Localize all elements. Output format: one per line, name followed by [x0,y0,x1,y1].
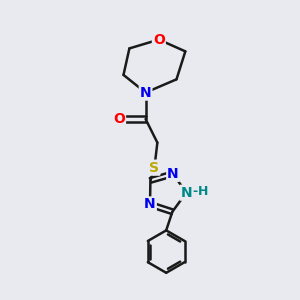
Text: O: O [153,33,165,46]
Text: H: H [197,185,208,198]
Text: N: N [144,197,156,212]
Text: N: N [180,186,192,200]
Text: N: N [140,85,152,100]
Text: -: - [192,185,197,198]
Text: S: S [149,161,159,175]
Text: O: O [113,112,125,126]
Text: N: N [167,167,179,181]
